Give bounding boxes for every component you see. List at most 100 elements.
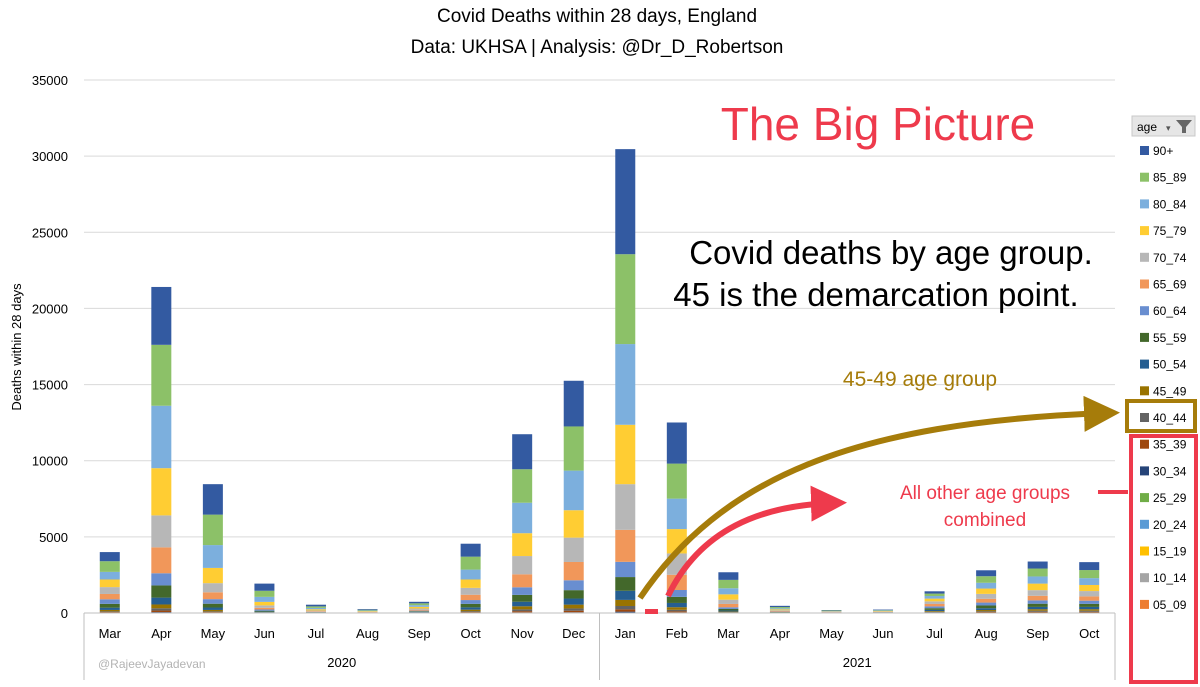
legend-items: 90+ 85_89 80_84 75_79 70_74 65_69 60_64 55_59 50… — [1140, 144, 1187, 612]
bar-segment-70_74 — [563, 537, 584, 562]
bar-segment-70_74 — [976, 593, 997, 599]
bar-segment-50_54 — [718, 610, 739, 612]
bar-segment-80_84 — [769, 608, 790, 610]
bar-segment-85_89 — [666, 463, 687, 499]
legend-label-65_69: 65_69 — [1153, 278, 1187, 292]
bar-segment-90+ — [305, 604, 326, 607]
bar-segment-70_74 — [460, 587, 481, 595]
bar-segment-45_49 — [563, 604, 584, 609]
bar-segment-85_89 — [976, 576, 997, 583]
bar-segment-65_69 — [769, 611, 790, 612]
bar-segment-65_69 — [1027, 595, 1048, 601]
bar-segment-45_49 — [460, 609, 481, 612]
bar-segment-65_69 — [151, 547, 172, 574]
legend-swatch-35_39 — [1140, 439, 1149, 449]
bar-segment-60_64 — [1079, 600, 1100, 604]
x-tick-label: Mar — [717, 626, 740, 641]
bar-segment-65_69 — [460, 594, 481, 601]
x-tick-label: Oct — [461, 626, 482, 641]
bar-segment-30_34 — [615, 611, 636, 613]
legend-label-70_74: 70_74 — [1153, 251, 1187, 265]
bar-segment-55_59 — [666, 596, 687, 603]
legend-swatch-30_34 — [1140, 466, 1149, 476]
bar-segment-45_49 — [976, 610, 997, 612]
legend-swatch-90+ — [1140, 146, 1149, 155]
bar-segment-60_64 — [976, 602, 997, 606]
bar-segment-35_39 — [666, 611, 687, 613]
bar-segment-60_64 — [409, 610, 430, 612]
legend-swatch-50_54 — [1140, 359, 1149, 369]
bar-segment-85_89 — [254, 590, 275, 597]
bar-stacks — [99, 149, 1100, 613]
bar-segment-85_89 — [305, 606, 326, 608]
bar-segment-60_64 — [460, 600, 481, 604]
x-tick-label: Oct — [1079, 626, 1100, 641]
bar-segment-90+ — [409, 601, 430, 604]
bar-segment-85_89 — [99, 561, 120, 572]
bar-segment-45_49 — [512, 606, 533, 610]
y-tick-label: 30000 — [32, 149, 68, 164]
x-tick-label: Jun — [254, 626, 275, 641]
bar-segment-65_69 — [615, 529, 636, 562]
bar-segment-65_69 — [99, 593, 120, 600]
chart-title: Covid Deaths within 28 days, England — [437, 6, 757, 27]
bar-segment-90+ — [512, 434, 533, 470]
bar-segment-65_69 — [512, 574, 533, 588]
bar-segment-75_79 — [615, 424, 636, 485]
x-tick-label: Sep — [1026, 626, 1049, 641]
bar-segment-75_79 — [305, 609, 326, 611]
filter-icon[interactable] — [1176, 120, 1192, 133]
x-tick-label: Jun — [873, 626, 894, 641]
bar-segment-45_49 — [202, 609, 223, 612]
bar-segment-45_49 — [718, 611, 739, 613]
legend-swatch-10_14 — [1140, 573, 1149, 583]
annotation-45-49: 45-49 age group — [843, 368, 997, 391]
bar-segment-35_39 — [151, 610, 172, 613]
legend-swatch-60_64 — [1140, 306, 1149, 316]
bar-segment-50_54 — [924, 609, 945, 612]
legend-swatch-55_59 — [1140, 332, 1149, 342]
bar-segment-40_44 — [460, 611, 481, 613]
x-group-label: 2020 — [327, 655, 356, 670]
bar-segment-70_74 — [615, 484, 636, 530]
bar-segment-75_79 — [976, 588, 997, 594]
legend-header: age — [1137, 120, 1157, 134]
bar-segment-60_64 — [512, 587, 533, 595]
x-tick-label: Apr — [151, 626, 172, 641]
bar-segment-60_64 — [254, 609, 275, 611]
legend-label-25_29: 25_29 — [1153, 491, 1187, 505]
bar-segment-90+ — [202, 484, 223, 515]
annotation-note-line2: 45 is the demarcation point. — [673, 276, 1078, 313]
bar-segment-50_54 — [666, 602, 687, 608]
bar-segment-75_79 — [718, 594, 739, 600]
bar-segment-50_54 — [1079, 606, 1100, 610]
x-tick-label: Mar — [99, 626, 122, 641]
bar-segment-35_39 — [976, 612, 997, 613]
bar-segment-60_64 — [1027, 600, 1048, 604]
legend-label-55_59: 55_59 — [1153, 331, 1187, 345]
bar-segment-60_64 — [151, 573, 172, 586]
bar-segment-80_84 — [151, 405, 172, 469]
legend-swatch-80_84 — [1140, 199, 1149, 209]
bar-segment-80_84 — [1027, 576, 1048, 584]
legend-label-30_34: 30_34 — [1153, 464, 1187, 478]
bar-segment-60_64 — [563, 580, 584, 591]
annotation-big-picture: The Big Picture — [721, 98, 1035, 150]
bar-segment-35_39 — [512, 611, 533, 613]
bar-segment-40_44 — [976, 611, 997, 613]
bar-segment-35_39 — [460, 612, 481, 613]
bar-segment-85_89 — [1027, 568, 1048, 577]
legend-swatch-05_09 — [1140, 599, 1149, 609]
x-tick-label: Jan — [615, 626, 636, 641]
bar-segment-80_84 — [563, 470, 584, 511]
bar-segment-85_89 — [512, 469, 533, 503]
x-tick-label: Dec — [562, 626, 586, 641]
legend-label-80_84: 80_84 — [1153, 197, 1187, 211]
bar-segment-55_59 — [615, 577, 636, 591]
bar-segment-45_49 — [1079, 609, 1100, 611]
bar-segment-75_79 — [409, 606, 430, 609]
bar-segment-60_64 — [202, 599, 223, 604]
annotation-note-line1: Covid deaths by age group. — [689, 234, 1093, 271]
bar-segment-75_79 — [254, 601, 275, 606]
